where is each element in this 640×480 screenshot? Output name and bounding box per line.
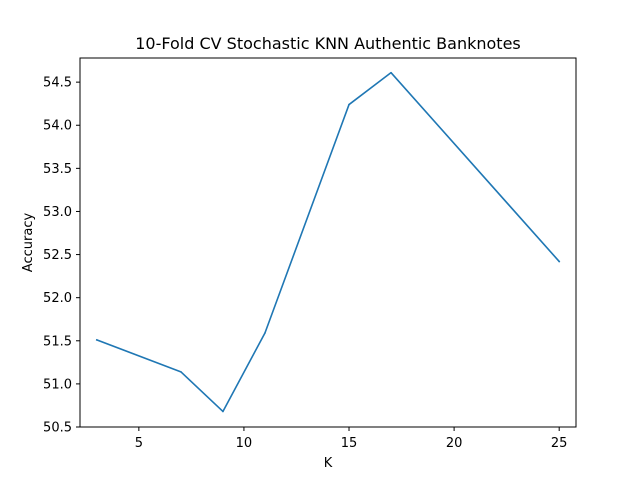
x-tick-label: 5 xyxy=(135,436,143,451)
data-point xyxy=(348,103,350,106)
data-point xyxy=(390,71,392,74)
y-tick-label: 53.5 xyxy=(43,162,72,177)
plot-area xyxy=(95,71,561,413)
x-tick-label: 10 xyxy=(236,436,253,451)
y-tick-label: 54.5 xyxy=(43,76,72,91)
y-tick-label: 51.5 xyxy=(43,334,72,349)
x-axis-label: K xyxy=(324,456,333,471)
axis-ticks: 5 10 15 20 25 50.5 51.0 51.5 52.0 52.5 53.0 53.5 54.… xyxy=(43,76,567,451)
y-tick-label: 52.5 xyxy=(43,248,72,263)
x-tick-label: 25 xyxy=(551,436,568,451)
series-line xyxy=(95,71,561,413)
y-tick-label: 50.5 xyxy=(43,421,72,436)
chart-title: 10-Fold CV Stochastic KNN Authentic Bank… xyxy=(135,34,521,53)
y-tick-label: 52.0 xyxy=(43,291,72,306)
y-tick-label: 54.0 xyxy=(43,119,72,134)
x-tick-label: 20 xyxy=(446,436,463,451)
x-tick-label: 15 xyxy=(341,436,358,451)
data-point xyxy=(180,371,182,373)
data-point xyxy=(558,260,560,263)
y-tick-label: 51.0 xyxy=(43,377,72,392)
data-point xyxy=(264,332,266,334)
data-point xyxy=(222,410,224,413)
y-axis-label: Accuracy xyxy=(21,213,36,273)
data-point xyxy=(96,339,98,341)
y-tick-label: 53.0 xyxy=(43,205,72,220)
plot-frame xyxy=(79,57,577,428)
